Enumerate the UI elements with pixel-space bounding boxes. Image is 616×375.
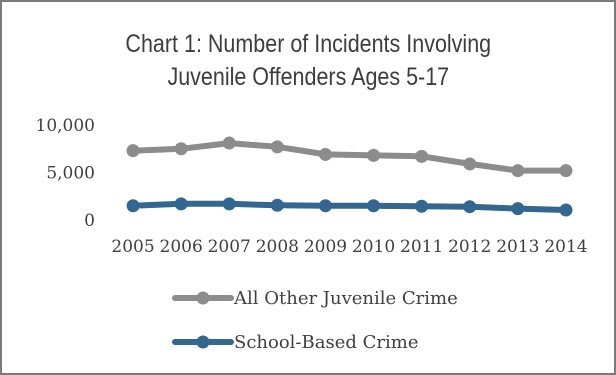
data-point <box>463 200 477 214</box>
data-point <box>511 202 525 216</box>
legend-item: School-Based Crime <box>172 332 418 353</box>
data-point <box>415 199 429 213</box>
x-tick-label: 2005 <box>111 237 154 257</box>
legend-label: School-Based Crime <box>234 332 418 353</box>
x-tick-label: 2009 <box>304 237 347 257</box>
x-tick-label: 2011 <box>400 237 443 257</box>
data-point <box>318 147 332 161</box>
data-point <box>270 140 284 154</box>
x-tick-label: 2013 <box>496 237 539 257</box>
legend: All Other Juvenile Crime School-Based Cri… <box>172 288 458 353</box>
data-point <box>415 149 429 163</box>
y-tick-label: 10,000 <box>36 116 95 136</box>
legend-marker <box>196 335 210 349</box>
x-tick-label: 2008 <box>256 237 299 257</box>
series-1 <box>126 197 573 217</box>
series-0 <box>126 136 573 178</box>
chart-title-line-2: Juvenile Offenders Ages 5-17 <box>167 63 450 91</box>
chart-title: Chart 1: Number of Incidents Involving J… <box>43 28 573 94</box>
data-point <box>559 203 573 217</box>
x-tick-label: 2014 <box>544 237 587 257</box>
data-point <box>222 197 236 211</box>
y-tick-label: 0 <box>84 211 95 231</box>
data-point <box>511 164 525 178</box>
chart-title-line-1: Chart 1: Number of Incidents Involving <box>125 30 492 58</box>
data-point <box>463 157 477 171</box>
data-point <box>222 136 236 150</box>
data-point <box>318 199 332 213</box>
legend-label: All Other Juvenile Crime <box>233 288 458 309</box>
data-point <box>126 199 140 213</box>
data-point <box>126 144 140 158</box>
data-point <box>270 198 284 212</box>
data-point <box>367 148 381 162</box>
legend-item: All Other Juvenile Crime <box>172 288 458 309</box>
legend-marker <box>196 291 210 305</box>
series-line <box>130 140 569 174</box>
x-tick-label: 2006 <box>160 237 203 257</box>
series-line <box>130 200 569 213</box>
data-point <box>367 199 381 213</box>
y-axis-ticks: 0 5,000 10,000 <box>36 116 95 231</box>
x-tick-label: 2012 <box>448 237 491 257</box>
y-tick-label: 5,000 <box>46 164 95 184</box>
x-tick-label: 2007 <box>208 237 251 257</box>
data-point <box>174 142 188 156</box>
data-point <box>559 164 573 178</box>
series-layer <box>126 136 573 217</box>
data-point <box>174 197 188 211</box>
x-axis-ticks: 2005 2006 2007 2008 2009 2010 2011 2012 2013 2014 <box>111 237 587 257</box>
x-tick-label: 2010 <box>352 237 395 257</box>
